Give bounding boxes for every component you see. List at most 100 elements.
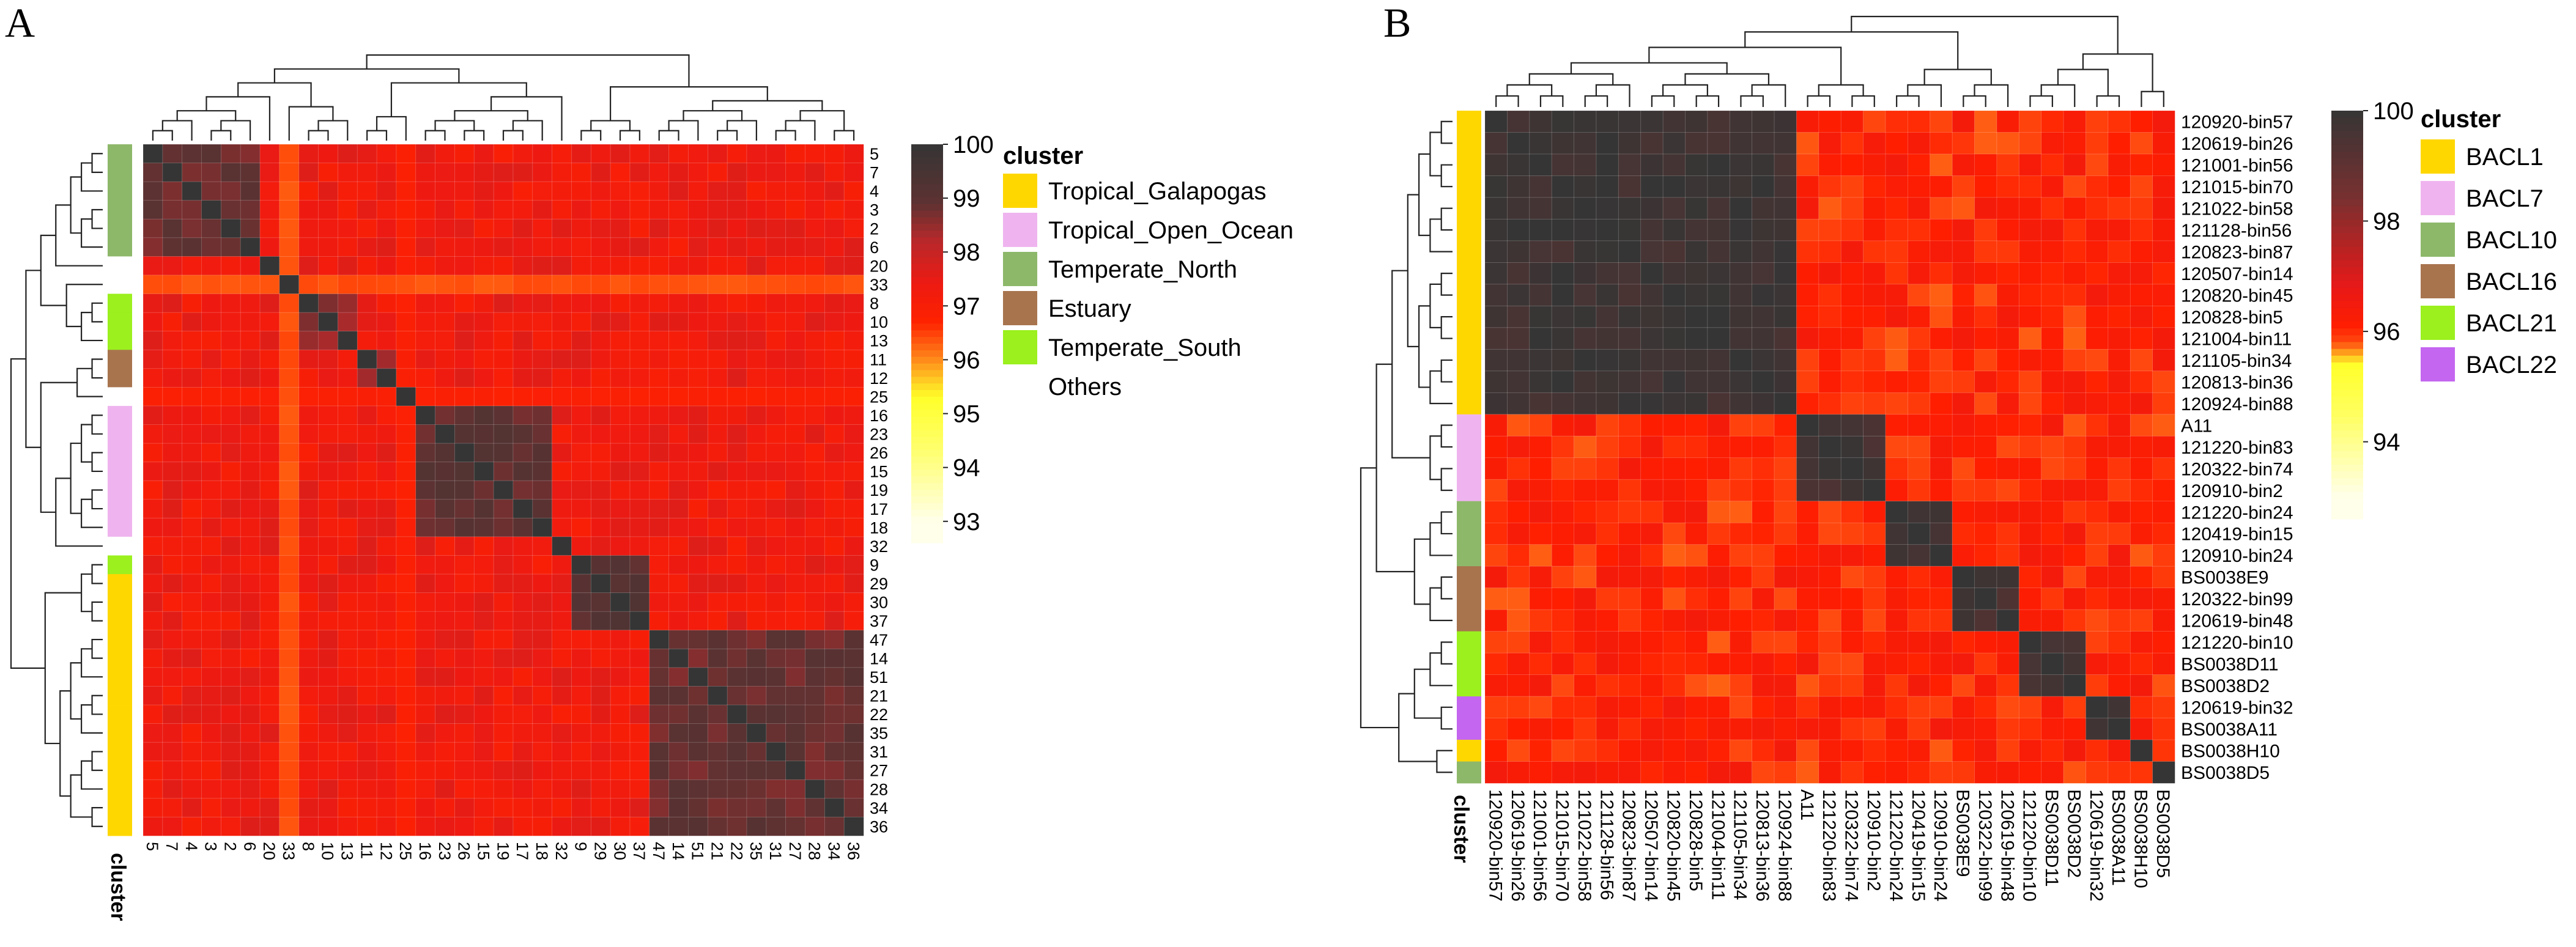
heatmap-cell [220,536,241,556]
heatmap-cell [629,256,650,276]
dendrogram-branch [1375,363,1415,573]
heatmap-cell [590,630,611,650]
dendrogram-branch [590,120,631,131]
heatmap-cell [454,536,475,556]
colorbar-segment [911,270,943,278]
colorbar-tick-label: 100 [2373,98,2414,125]
heatmap-cell [1618,240,1641,263]
heatmap-cell [590,368,611,388]
heatmap-cell [298,536,319,556]
heatmap-cell [473,686,494,706]
heatmap-cell [1662,414,1686,437]
heatmap-cell [1885,348,1909,372]
cluster-sidebar-cell [1457,414,1481,437]
dendrogram-branch [1974,84,2009,107]
heatmap-cell [1818,652,1841,676]
heatmap-cell [240,517,261,537]
heatmap-cell [357,293,377,313]
column-label: BS0038A11 [2108,789,2128,886]
heatmap-cell [1707,761,1730,784]
heatmap-cell [1574,609,1597,632]
dendrogram-branch [55,477,103,547]
heatmap-cell [1574,327,1597,350]
cluster-sidebar-cell [108,761,132,780]
cluster-sidebar-cell [1457,132,1481,155]
heatmap-cell [1818,370,1841,393]
heatmap-cell [610,630,631,650]
heatmap-cell [2063,566,2087,589]
heatmap-cell [1618,197,1641,220]
heatmap-cell [843,275,864,295]
heatmap-cell [688,368,708,388]
heatmap-cell [1752,284,1775,307]
heatmap-cell [454,611,475,631]
dendrogram-branch [1896,95,1920,107]
heatmap-cell [1885,262,1909,285]
heatmap-cell [279,573,300,594]
heatmap-cell [552,704,572,724]
heatmap-cell [843,704,864,724]
heatmap-cell [1662,327,1686,350]
heatmap-cell [298,275,319,295]
heatmap-cell [785,312,806,332]
heatmap-cell [279,480,300,500]
heatmap-cell [1840,609,1864,632]
heatmap-cell [1729,392,1753,415]
heatmap-cell [435,704,456,724]
heatmap-cell [766,648,786,668]
heatmap-cell [1752,609,1775,632]
heatmap-cell [337,200,358,219]
heatmap-cell [142,817,163,836]
heatmap-cell [590,349,611,369]
heatmap-cell [259,499,280,519]
heatmap-cell [396,536,416,556]
colorbar-segment [2331,451,2363,459]
heatmap-cell [1484,631,1508,654]
dendrogram-branch [176,110,237,121]
heatmap-cell [2108,739,2131,762]
heatmap-cell [1907,588,1931,610]
heatmap-cell [688,555,708,575]
heatmap-cell [1930,652,1953,676]
heatmap-cell [1752,240,1775,263]
heatmap-cell [1840,392,1864,415]
heatmap-cell [493,742,514,762]
heatmap-cell [337,331,358,350]
heatmap-cell [1752,153,1775,177]
row-label: 120910-bin2 [2181,481,2283,501]
colorbar-segment [911,317,943,324]
heatmap-cell [1885,718,1909,740]
heatmap-cell [552,386,572,407]
heatmap-cell [668,798,689,818]
heatmap-cell [220,630,241,650]
heatmap-cell [610,742,631,762]
heatmap-cell [415,517,436,537]
dendrogram-branch [799,110,845,131]
heatmap-cell [259,555,280,575]
colorbar-segment [2331,287,2363,295]
heatmap-cell [1484,696,1508,719]
heatmap-cell [1796,284,1819,307]
heatmap-cell [1551,132,1575,155]
heatmap-cell [1907,501,1931,523]
heatmap-cell [785,798,806,818]
heatmap-cell [435,630,456,650]
heatmap-cell [1907,153,1931,177]
heatmap-cell [1596,609,1619,632]
heatmap-cell [688,443,708,463]
heatmap-cell [376,704,397,724]
heatmap-cell [2041,609,2064,632]
heatmap-cell [1551,284,1575,307]
colorbar-segment [2331,362,2363,370]
heatmap-cell [1529,175,1552,198]
heatmap-cell [1707,479,1730,502]
heatmap-cell [688,144,708,164]
heatmap-cell [513,761,533,780]
heatmap-cell [1885,219,1909,241]
row-label: 2 [870,219,879,238]
heatmap-cell [629,517,650,537]
heatmap-cell [279,536,300,556]
colorbar-segment [2331,192,2363,200]
heatmap-cell [2063,240,2087,263]
heatmap-cell [1974,631,1997,654]
